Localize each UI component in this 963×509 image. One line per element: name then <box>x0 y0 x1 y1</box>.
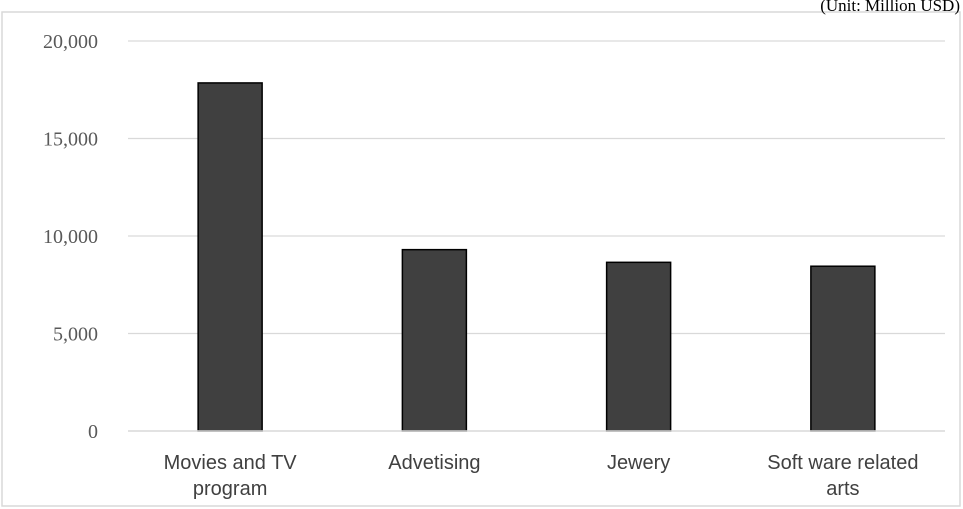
y-tick-label: 10,000 <box>43 226 98 248</box>
x-category-label: Movies and TV <box>164 452 298 474</box>
x-axis-category-labels: Movies and TV program Advetising Jewery Soft… <box>164 452 919 500</box>
y-tick-label: 0 <box>88 421 98 443</box>
gridlines <box>128 40 945 335</box>
bar <box>197 82 263 432</box>
bar <box>401 248 468 432</box>
y-tick-label: 5,000 <box>53 324 98 346</box>
x-category-label: Soft ware related <box>767 452 918 474</box>
y-tick-label: 20,000 <box>43 31 98 53</box>
y-axis-tick-labels: 0 5,000 10,000 15,000 20,000 <box>43 31 98 443</box>
bars <box>197 82 876 432</box>
x-category-label: program <box>193 478 267 500</box>
x-category-label: Jewery <box>607 452 670 474</box>
y-tick-label: 15,000 <box>43 129 98 151</box>
bar <box>605 261 672 432</box>
x-category-label: arts <box>826 478 859 500</box>
bar <box>810 265 876 432</box>
chart-border <box>1 11 961 507</box>
unit-note: (Unit: Million USD) <box>820 0 960 15</box>
x-category-label: Advetising <box>388 452 480 474</box>
